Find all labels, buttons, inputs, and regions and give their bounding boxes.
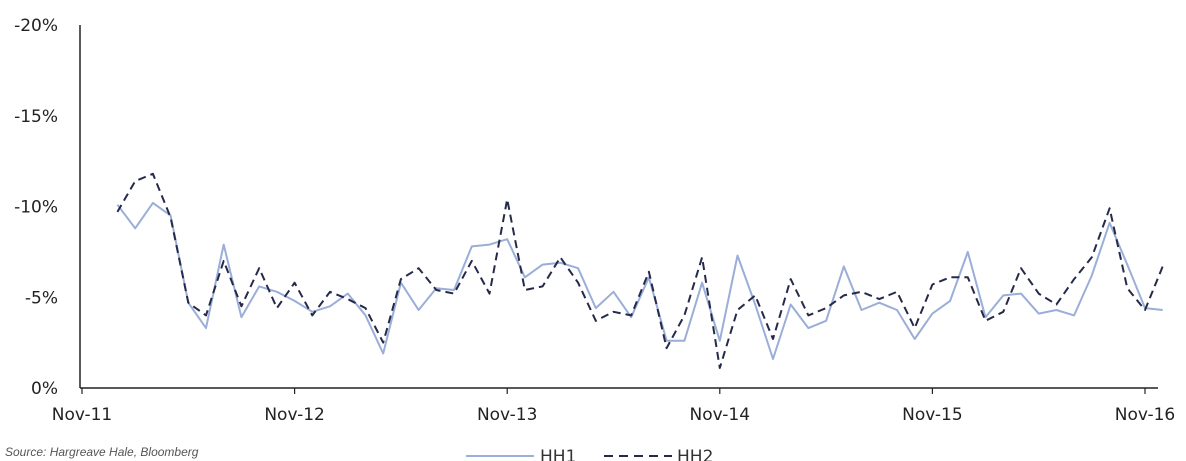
y-tick-label: 0% <box>31 379 58 399</box>
y-tick-label: -20% <box>14 16 58 36</box>
series-line-hh1 <box>116 201 1163 360</box>
y-axis-ticks: -20% -15% -10% -5% 0% <box>14 16 58 399</box>
x-axis-ticks: Nov-11 Nov-12 Nov-13 Nov-14 Nov-15 Nov-16 <box>52 388 1176 425</box>
legend-label-hh1: HH1 <box>540 447 576 461</box>
x-tick-label: Nov-14 <box>690 405 751 425</box>
series-layer <box>116 172 1164 369</box>
x-tick-label: Nov-11 <box>52 405 113 425</box>
y-tick-label: -10% <box>14 198 58 218</box>
series-line-hh2 <box>116 172 1164 369</box>
y-tick-label: -15% <box>14 107 58 127</box>
source-note: Source: Hargreave Hale, Bloomberg <box>5 445 199 459</box>
legend: HH1 HH2 <box>466 447 713 461</box>
x-tick-label: Nov-12 <box>264 405 325 425</box>
x-tick-label: Nov-16 <box>1115 405 1176 425</box>
x-tick-label: Nov-13 <box>477 405 538 425</box>
legend-label-hh2: HH2 <box>677 447 713 461</box>
y-tick-label: -5% <box>25 288 58 308</box>
x-tick-label: Nov-15 <box>902 405 963 425</box>
